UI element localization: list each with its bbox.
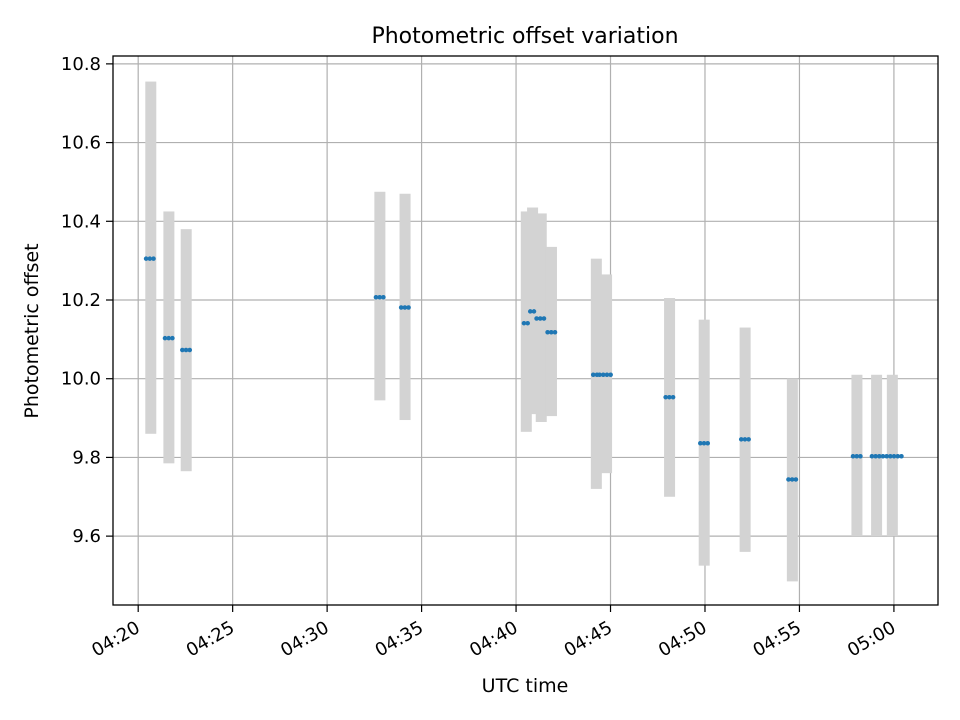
y-tick-label: 9.6 — [72, 526, 101, 547]
y-tick-labels: 9.6 9.8 10.0 10.2 10.4 10.6 10.8 — [61, 54, 101, 547]
axis-ticks — [106, 63, 895, 612]
y-tick-label: 10.0 — [61, 369, 101, 390]
y-tick-label: 10.6 — [61, 133, 101, 154]
x-axis-label: UTC time — [482, 675, 569, 697]
y-tick-label: 10.8 — [61, 54, 101, 75]
y-tick-label: 10.4 — [61, 211, 101, 232]
y-tick-label: 10.2 — [61, 290, 101, 311]
y-axis-label: Photometric offset — [21, 243, 43, 418]
chart-title: Photometric offset variation — [371, 24, 678, 49]
data-points — [143, 256, 905, 482]
y-tick-label: 9.8 — [72, 447, 101, 468]
plot-frame — [112, 55, 939, 606]
